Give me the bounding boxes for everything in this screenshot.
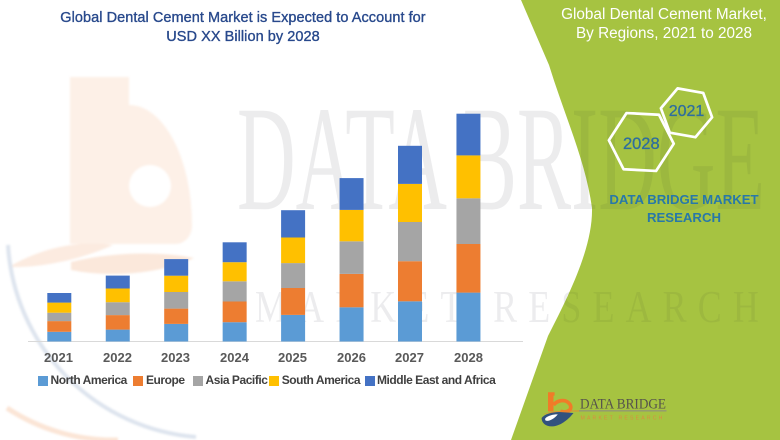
svg-text:DATA BRIDGE: DATA BRIDGE: [580, 396, 666, 412]
svg-text:MARKET RESEARCH: MARKET RESEARCH: [581, 415, 665, 421]
